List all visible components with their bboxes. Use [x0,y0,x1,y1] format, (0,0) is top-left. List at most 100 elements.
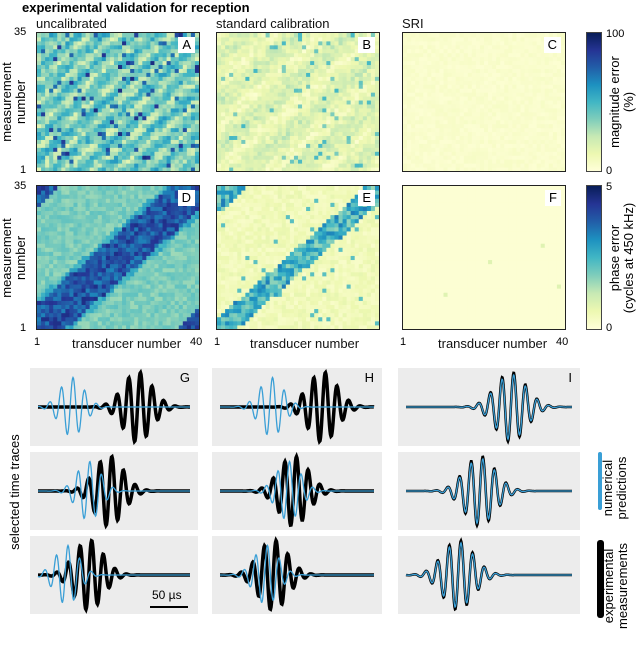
heatmap-cell [101,96,107,101]
heatmap-cell [221,100,226,105]
heatmap-cell [37,56,42,62]
heatmap-cell [366,119,372,125]
heatmap-cell [81,247,87,252]
heatmap-cell [174,111,180,117]
heatmap-cell [285,84,291,89]
heatmap-cell [374,96,379,101]
heatmap-cell [556,167,562,171]
heatmap-cell [302,76,307,81]
heatmap-cell [556,139,562,144]
heatmap-cell [158,316,164,322]
heatmap-cell [249,159,254,164]
heatmap-cell [451,119,457,125]
heatmap-cell [423,80,428,85]
heatmap-cell [122,247,127,252]
heatmap-cell [403,119,408,125]
heatmap-cell [113,271,119,277]
heatmap-cell [77,247,83,252]
heatmap-cell [257,107,263,113]
heatmap-cell [89,56,95,62]
heatmap-cell [500,64,505,69]
heatmap-cell [253,68,258,73]
heatmap-cell [512,111,517,117]
heatmap-cell [221,131,226,137]
heatmap-cell [374,151,379,156]
heatmap-cell [190,271,196,277]
heatmap-cell [118,263,123,269]
heatmap-cell [174,44,180,50]
heatmap-cell [415,52,420,58]
heatmap-cell [548,123,554,129]
heatmap-cell [194,127,199,133]
heatmap-cell [113,300,119,305]
heatmap-cell [217,111,222,117]
heatmap-cell [49,60,54,66]
heatmap-cell [540,56,546,62]
heatmap-cell [528,84,534,89]
heatmap-cell [289,115,295,121]
heatmap-cell [130,60,135,66]
heatmap-cell [358,147,364,152]
heatmap-cell [241,80,246,85]
heatmap-cell [41,33,46,38]
heatmap-cell [302,64,307,69]
heatmap-cell [130,44,135,50]
heatmap-cell [293,48,299,54]
heatmap-cell [370,52,376,58]
heatmap-cell [81,288,87,293]
heatmap-cell [162,312,168,318]
heatmap-cell [451,151,457,156]
heatmap-cell [109,52,115,58]
heatmap-cell [85,251,91,256]
heatmap-cell [508,44,513,50]
heatmap-cell [508,40,513,46]
heatmap-cell [354,92,360,97]
heatmap-cell [508,159,513,164]
heatmap-cell [334,151,339,156]
heatmap-cell [69,48,74,54]
heatmap-cell [249,115,254,121]
heatmap-cell [105,111,111,117]
heatmap-cell [322,143,327,148]
heatmap-cell [190,275,196,281]
heatmap-cell [77,255,83,261]
heatmap-cell [281,80,287,85]
heatmap-cell [45,247,50,252]
heatmap-cell [89,33,95,38]
heatmap-cell [69,292,74,297]
heatmap-cell [190,296,196,301]
heatmap-cell [194,324,199,329]
heatmap-cell [326,131,331,137]
heatmap-cell [532,131,538,137]
heatmap-cell [439,143,444,148]
heatmap-cell [475,72,481,77]
heatmap-cell [249,131,254,137]
heatmap-cell [293,151,299,156]
heatmap-cell [154,60,159,66]
heatmap-cell [520,84,525,89]
heatmap-cell [178,279,184,285]
heatmap-cell [273,68,279,73]
heatmap-cell [261,60,267,66]
heatmap-cell [293,159,299,164]
heatmap-cell [500,76,505,81]
heatmap-cell [346,107,352,113]
heatmap-cell [97,119,103,125]
heatmap-cell [166,48,172,54]
heatmap-cell [73,147,78,152]
heatmap-cell [130,100,135,105]
heatmap-cell [488,44,493,50]
heatmap-cell [178,123,184,129]
heatmap-cell [85,72,91,77]
heatmap-cell [65,263,70,269]
heatmap-cell [528,96,534,101]
heatmap-cell [69,127,74,133]
heatmap-cell [170,255,176,261]
heatmap-cell [322,64,327,69]
heatmap-cell [37,151,42,156]
heatmap-cell [182,107,188,113]
heatmap-cell [194,320,199,326]
heatmap-cell [49,119,54,125]
heatmap-cell [57,284,62,289]
heatmap-cell [548,68,554,73]
